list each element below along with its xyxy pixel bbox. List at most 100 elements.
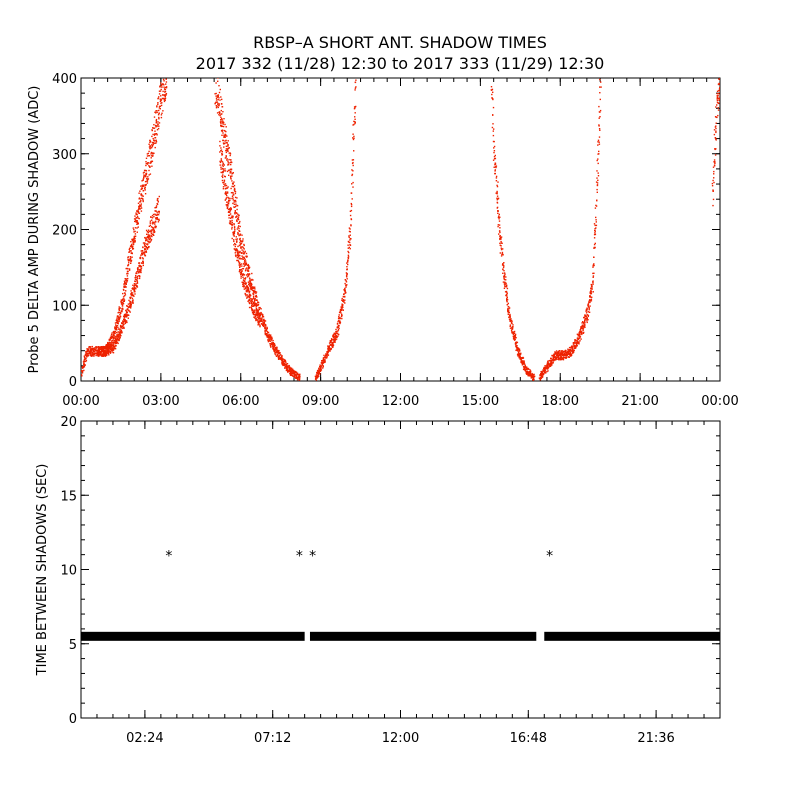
amp-point <box>547 367 549 370</box>
amp-point <box>584 326 586 328</box>
amp-point <box>135 276 137 278</box>
amp-point <box>164 89 167 91</box>
amp-point <box>585 308 588 311</box>
amp-point <box>129 256 132 258</box>
amp-point <box>493 147 495 149</box>
amp-point <box>351 198 353 200</box>
amp-point <box>352 159 355 161</box>
amp-point <box>247 273 249 275</box>
amp-point <box>558 358 560 360</box>
amp-point <box>116 319 118 322</box>
amp-point <box>587 304 589 306</box>
amp-point <box>503 287 506 289</box>
amp-point <box>243 261 246 263</box>
amp-point <box>519 356 521 359</box>
amp-point <box>99 351 101 353</box>
amp-point <box>119 328 121 330</box>
amp-point <box>580 328 582 330</box>
amp-point <box>290 369 292 372</box>
amp-point <box>154 142 156 144</box>
amp-point <box>108 343 110 345</box>
amp-point <box>231 195 234 197</box>
amp-point <box>557 355 560 358</box>
amp-point <box>295 373 297 376</box>
amp-point <box>223 118 225 120</box>
amp-point <box>288 370 290 372</box>
chart-title: RBSP–A SHORT ANT. SHADOW TIMES <box>253 33 547 52</box>
amp-point <box>162 69 163 70</box>
amp-point <box>130 244 133 246</box>
amp-point <box>350 224 352 226</box>
amp-point <box>559 357 562 359</box>
amp-point <box>272 339 274 342</box>
amp-point <box>113 341 115 344</box>
amp-point <box>495 180 498 182</box>
amp-point <box>231 221 233 224</box>
amp-point <box>239 241 241 244</box>
amp-point <box>244 282 246 284</box>
amp-point <box>572 346 574 348</box>
amp-point <box>145 157 148 159</box>
amp-point <box>259 324 261 326</box>
amp-point <box>90 350 92 352</box>
amp-point <box>158 96 160 98</box>
amp-point <box>719 75 720 76</box>
amp-point <box>221 168 224 170</box>
amp-point <box>557 354 560 356</box>
amp-point <box>559 350 561 352</box>
amp-point <box>152 141 155 144</box>
amp-point <box>226 159 228 161</box>
amp-point <box>127 306 130 308</box>
amp-point <box>255 306 257 308</box>
amp-point <box>564 352 566 354</box>
amp-point <box>85 357 87 360</box>
amp-point <box>219 99 221 101</box>
amp-point <box>505 290 508 293</box>
amp-point <box>557 357 560 359</box>
amp-point <box>252 296 255 298</box>
amp-point <box>516 348 518 350</box>
amp-point <box>114 345 117 347</box>
amp-point <box>111 340 113 342</box>
amp-point <box>715 127 717 130</box>
amp-point <box>592 283 594 285</box>
amp-point <box>345 291 347 294</box>
amp-point <box>112 331 115 333</box>
amp-point <box>323 354 325 357</box>
amp-point <box>353 150 355 152</box>
amp-point <box>551 360 553 362</box>
amp-point <box>227 201 229 203</box>
amp-point <box>155 139 157 141</box>
amp-point <box>217 95 219 98</box>
amp-point <box>315 375 318 378</box>
amp-point <box>164 65 165 66</box>
amp-point <box>218 103 221 105</box>
amp-point <box>151 219 153 221</box>
amp-point <box>510 318 512 320</box>
amp-point <box>164 91 167 93</box>
amp-point <box>235 201 237 203</box>
amp-point <box>547 360 549 362</box>
amp-point <box>165 87 168 89</box>
amp-point <box>718 102 720 105</box>
amp-point <box>146 243 148 245</box>
amp-point <box>135 217 138 219</box>
amp-point <box>715 148 717 150</box>
amp-point <box>342 304 344 306</box>
amp-point <box>237 257 239 259</box>
amp-point <box>292 375 294 377</box>
amp-point <box>716 116 718 119</box>
amp-point <box>127 277 129 280</box>
amp-point <box>253 292 255 294</box>
amp-point <box>220 109 222 112</box>
amp-point <box>141 197 143 199</box>
amp-point <box>247 287 250 289</box>
amp-point <box>164 98 166 100</box>
amp-point <box>295 377 297 379</box>
amp-point <box>293 373 295 375</box>
amp-point <box>91 349 93 351</box>
amp-point <box>561 352 564 354</box>
amp-point <box>337 330 339 332</box>
amp-point <box>567 348 569 350</box>
amp-point <box>142 253 144 256</box>
